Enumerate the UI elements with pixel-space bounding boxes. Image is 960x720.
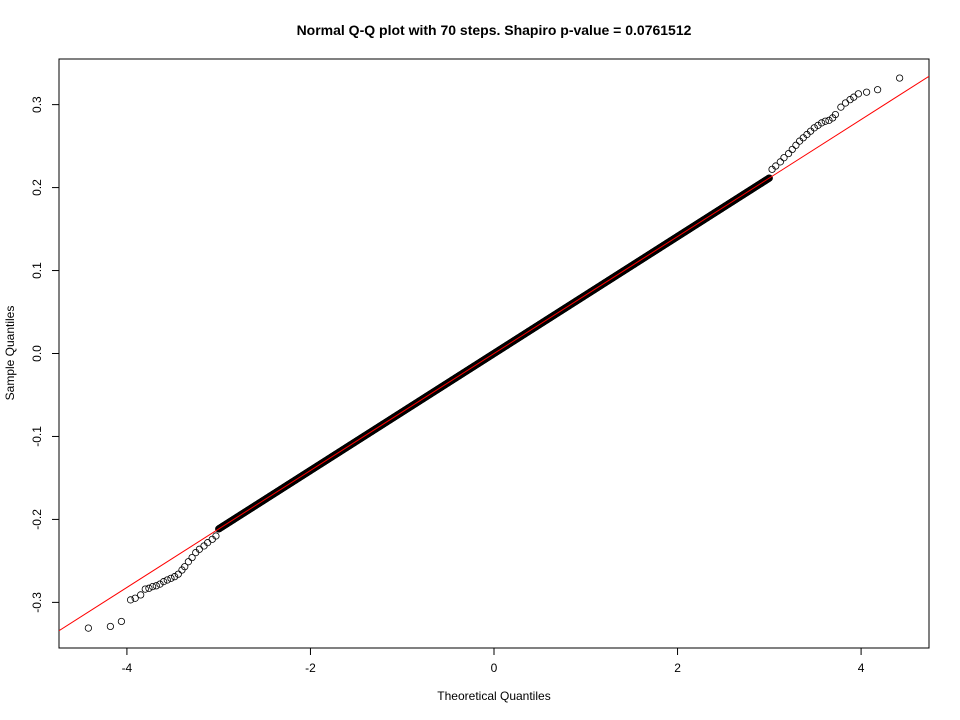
data-point <box>156 580 164 588</box>
data-points <box>84 74 904 632</box>
data-point <box>141 585 149 593</box>
y-tick-label: 0.2 <box>30 179 44 196</box>
data-point <box>149 583 157 591</box>
x-tick-label: 4 <box>858 661 865 675</box>
data-point <box>117 617 126 626</box>
data-point <box>188 553 196 562</box>
data-point <box>841 99 850 107</box>
x-axis: -4 -2 0 2 4 <box>122 648 865 675</box>
x-axis-label: Theoretical Quantiles <box>437 689 550 703</box>
data-point <box>765 174 773 182</box>
data-point <box>145 584 153 592</box>
data-point <box>792 141 800 149</box>
y-axis-label: Sample Quantiles <box>3 306 17 401</box>
data-point <box>200 542 208 550</box>
data-point <box>874 86 882 94</box>
data-point <box>160 578 168 586</box>
data-point <box>131 594 139 602</box>
data-point <box>208 535 216 543</box>
data-point <box>825 116 833 124</box>
y-tick-label: -0.2 <box>30 509 44 530</box>
data-point <box>137 591 145 599</box>
y-tick-label: 0.3 <box>30 96 44 113</box>
y-tick-label: 0.1 <box>30 262 44 279</box>
x-tick-label: -2 <box>305 661 316 675</box>
y-tick-label: -0.1 <box>30 426 44 447</box>
data-point <box>184 558 192 566</box>
data-point <box>212 532 220 540</box>
reference-line <box>59 75 929 632</box>
data-point <box>192 548 200 557</box>
x-tick-label: 0 <box>491 661 498 675</box>
data-point <box>896 74 904 82</box>
data-point <box>167 574 175 582</box>
data-point <box>174 570 182 578</box>
data-point <box>854 90 862 98</box>
y-axis: -0.3 -0.2 -0.1 0.0 0.1 0.2 0.3 <box>30 96 59 613</box>
data-point <box>846 96 854 104</box>
data-point <box>807 127 815 135</box>
y-tick-label: 0.0 <box>30 345 44 362</box>
data-point <box>171 573 179 581</box>
data-point <box>799 134 807 142</box>
data-point <box>862 88 871 96</box>
data-point <box>814 121 822 129</box>
data-point <box>204 539 212 547</box>
data-point <box>126 596 135 604</box>
data-point <box>818 119 826 127</box>
data-point <box>795 137 804 145</box>
data-point <box>803 130 811 139</box>
data-point <box>163 576 171 584</box>
data-point <box>780 154 788 162</box>
chart-title: Normal Q-Q plot with 70 steps. Shapiro p… <box>297 22 692 38</box>
x-tick-label: 2 <box>674 661 681 675</box>
data-point <box>810 124 818 132</box>
data-point <box>84 624 92 632</box>
data-point <box>788 145 796 154</box>
data-point <box>776 158 784 166</box>
y-tick-label: -0.3 <box>30 592 44 613</box>
data-point <box>837 103 845 111</box>
data-point <box>831 110 839 119</box>
data-point <box>784 149 793 158</box>
data-point <box>821 117 829 125</box>
data-point <box>195 545 204 553</box>
data-point <box>152 582 160 590</box>
data-point <box>181 563 189 571</box>
data-point <box>106 622 114 631</box>
x-tick-label: -4 <box>122 661 133 675</box>
data-point <box>772 162 780 170</box>
data-point <box>768 165 776 173</box>
